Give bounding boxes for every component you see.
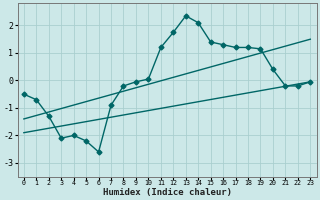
X-axis label: Humidex (Indice chaleur): Humidex (Indice chaleur) <box>103 188 232 197</box>
